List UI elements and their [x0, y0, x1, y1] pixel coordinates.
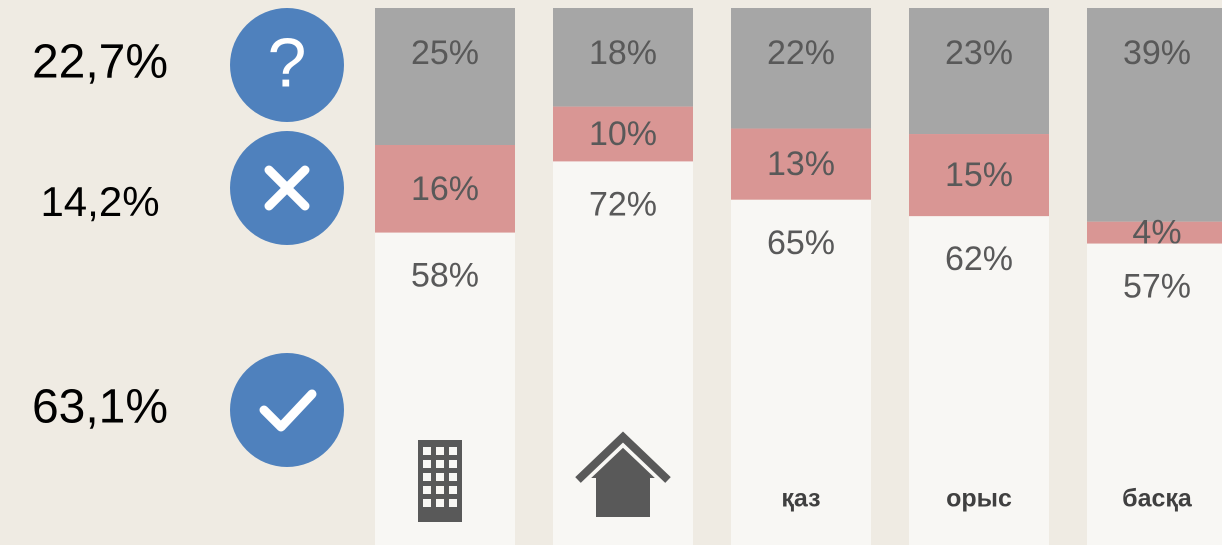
value-label: 15%	[945, 156, 1013, 194]
svg-text:?: ?	[268, 23, 307, 101]
icon-building	[418, 440, 462, 522]
value-label: 58%	[411, 257, 479, 295]
value-label: 13%	[767, 145, 835, 183]
bar-segment	[1087, 221, 1222, 244]
value-label: 57%	[1123, 268, 1191, 306]
summary-label: 63,1%	[32, 381, 168, 434]
bar-segment	[731, 8, 871, 129]
summary-label: 14,2%	[40, 178, 159, 225]
value-label: 23%	[945, 34, 1013, 72]
building-window	[423, 473, 431, 481]
building-window	[436, 486, 444, 494]
building-window	[436, 473, 444, 481]
building-window	[423, 460, 431, 468]
building-window	[449, 486, 457, 494]
value-label: 72%	[589, 185, 657, 223]
bar-segment	[909, 134, 1049, 217]
category-label: қаз	[781, 485, 820, 513]
building-window	[449, 499, 457, 507]
building-window	[436, 447, 444, 455]
value-label: 18%	[589, 34, 657, 72]
building-window	[449, 460, 457, 468]
value-label: 25%	[411, 34, 479, 72]
bar-segment	[375, 145, 515, 233]
value-label: 65%	[767, 224, 835, 262]
icon-cross	[230, 131, 344, 245]
bar-segment	[909, 8, 1049, 135]
bar-segment	[1087, 243, 1222, 545]
bar-segment	[731, 128, 871, 200]
value-label: 16%	[411, 170, 479, 208]
bar-segment	[375, 8, 515, 145]
building-window	[423, 499, 431, 507]
bar-segment	[553, 106, 693, 162]
bar-segment	[909, 216, 1049, 545]
building-window	[436, 499, 444, 507]
icon-check	[230, 353, 344, 467]
value-label: 62%	[945, 240, 1013, 278]
category-label: орыс	[946, 485, 1012, 513]
building-window	[423, 486, 431, 494]
building-window	[449, 447, 457, 455]
summary-label: 22,7%	[32, 36, 168, 89]
icon-question: ?	[230, 8, 344, 122]
bar-segment	[1087, 8, 1222, 222]
house-roof	[575, 431, 671, 483]
bar-segment	[553, 8, 693, 107]
icon-house	[575, 431, 671, 517]
value-label: 10%	[589, 115, 657, 153]
category-label: басқа	[1122, 485, 1193, 513]
value-label: 39%	[1123, 34, 1191, 72]
building-window	[423, 447, 431, 455]
bar-segment	[731, 199, 871, 545]
building-window	[449, 473, 457, 481]
value-label: 22%	[767, 34, 835, 72]
house-roof-gap	[582, 442, 664, 484]
building-window	[436, 460, 444, 468]
